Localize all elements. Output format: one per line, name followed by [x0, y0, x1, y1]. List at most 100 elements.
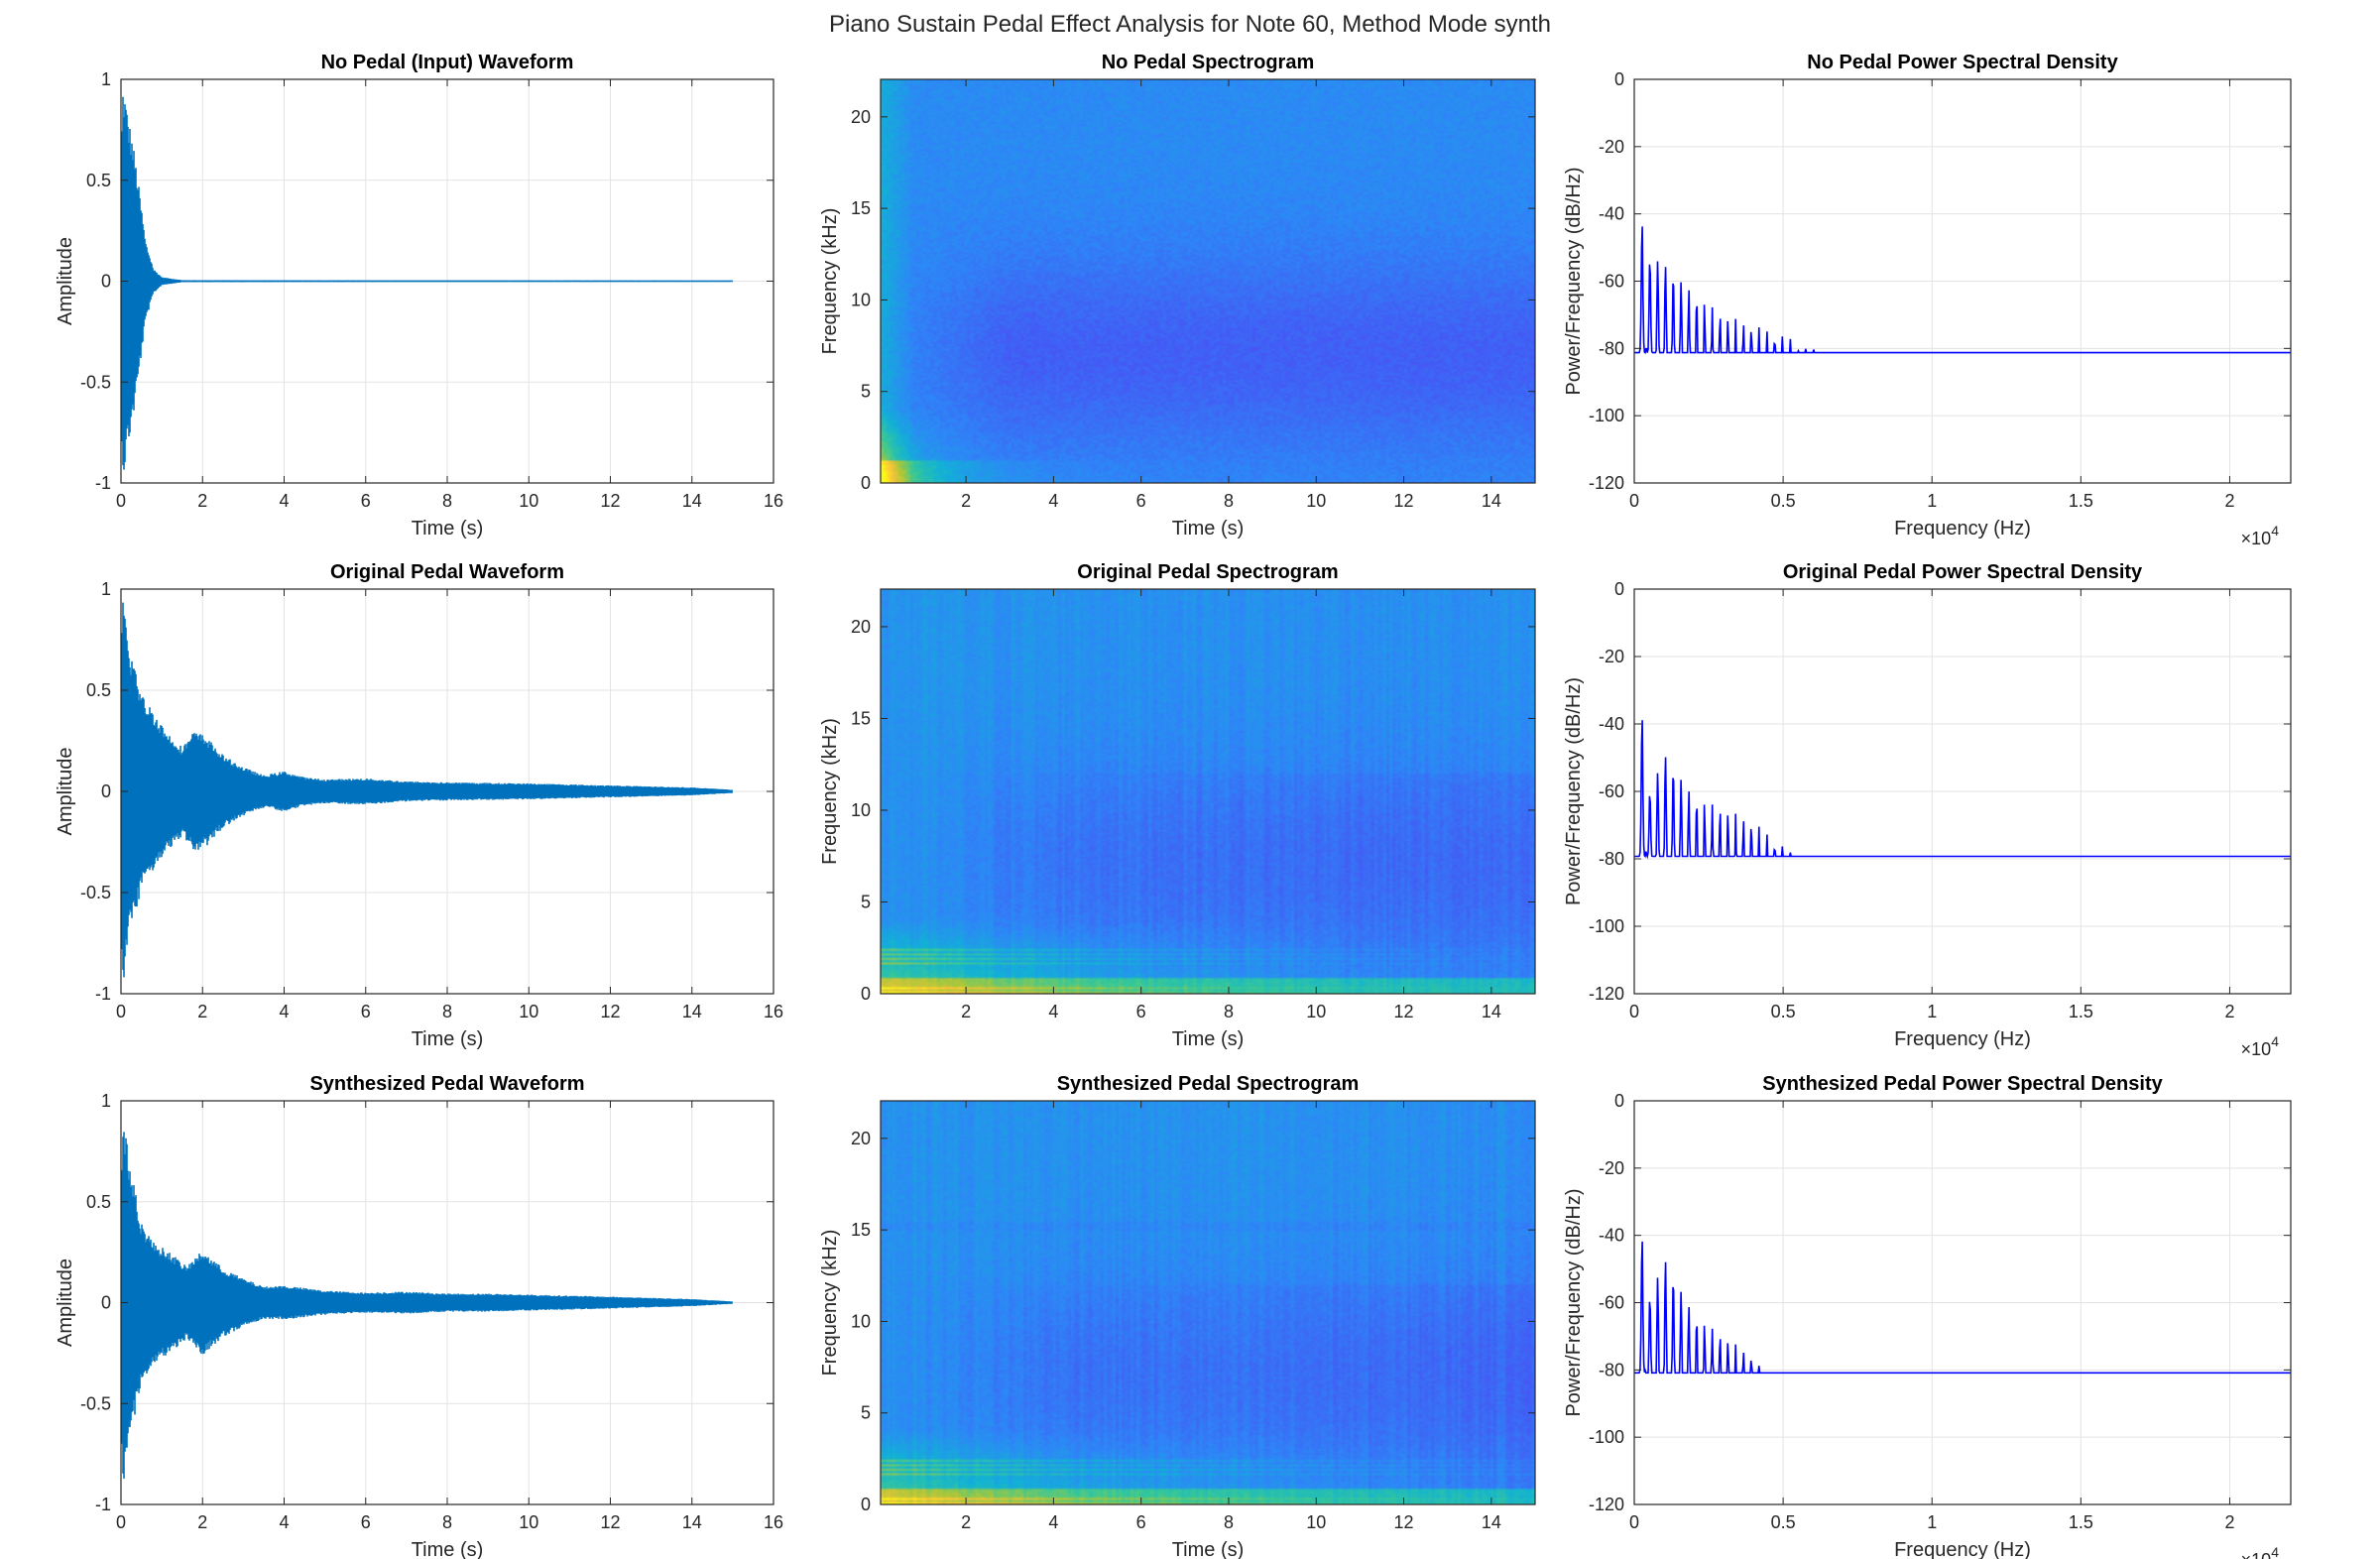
y-tick-label: -0.5 [80, 883, 111, 902]
x-tick-label: 4 [1048, 491, 1058, 511]
x-tick-label: 4 [279, 491, 289, 511]
y-tick-label: -120 [1589, 1495, 1624, 1514]
panel-title: Original Pedal Power Spectral Density [1783, 561, 2143, 583]
y-tick-label: 5 [861, 382, 871, 402]
x-tick-label: 12 [1394, 491, 1414, 511]
y-tick-label: -0.5 [80, 1393, 111, 1413]
y-tick-label: 20 [851, 1129, 871, 1148]
y-tick-label: 0.5 [86, 1192, 111, 1212]
y-tick-label: -1 [95, 473, 111, 493]
y-tick-label: 20 [851, 617, 871, 637]
x-tick-label: 2 [961, 1512, 971, 1532]
panel-title: Synthesized Pedal Power Spectral Density [1762, 1073, 2163, 1095]
x-axis-label: Frequency (Hz) [1894, 1539, 2031, 1559]
x-tick-label: 0.5 [1771, 491, 1796, 511]
x-tick-label: 14 [1482, 1002, 1501, 1021]
x-tick-label: 4 [279, 1512, 289, 1532]
y-tick-label: -100 [1589, 406, 1624, 425]
x-tick-label: 0 [116, 1002, 126, 1021]
y-tick-label: 0.5 [86, 680, 111, 700]
x-tick-label: 0 [116, 1512, 126, 1532]
x-axis-label: Frequency (Hz) [1894, 1028, 2031, 1050]
psd-line [1634, 1241, 2291, 1375]
spectrogram-image [881, 79, 1535, 483]
x-tick-label: 1 [1927, 1002, 1937, 1021]
x-tick-label: 1.5 [2069, 1512, 2093, 1532]
x-tick-label: 16 [764, 1512, 783, 1532]
x-tick-label: 1 [1927, 1512, 1937, 1532]
x-exponent: ×104 [2241, 1544, 2280, 1559]
y-axis-label: Frequency (kHz) [819, 208, 841, 355]
y-tick-label: 0 [101, 272, 111, 292]
panel-psd-nopedal: ×104 0 0.5 1 1.5 2 -120 -100 -80 -60 -40 -20 0 No Ped… [1563, 52, 2292, 548]
y-tick-label: 0 [861, 1495, 871, 1514]
y-axis-label: Power/Frequency (dB/Hz) [1563, 677, 1585, 905]
figure-title: Piano Sustain Pedal Effect Analysis for … [829, 11, 1551, 38]
y-tick-label: 0 [101, 781, 111, 801]
x-tick-label: 8 [1224, 491, 1234, 511]
spectrogram-image [881, 589, 1535, 994]
y-tick-label: -80 [1599, 1360, 1624, 1379]
y-tick-label: -60 [1599, 1293, 1624, 1313]
psd-line [1634, 226, 2291, 355]
y-axis-label: Power/Frequency (dB/Hz) [1563, 167, 1585, 395]
x-tick-label: 4 [1048, 1512, 1058, 1532]
panel-title: No Pedal Power Spectral Density [1807, 52, 2118, 73]
y-tick-label: 5 [861, 892, 871, 911]
x-tick-label: 8 [442, 1002, 452, 1021]
y-tick-label: -20 [1599, 647, 1624, 666]
x-tick-label: 14 [1482, 1512, 1501, 1532]
x-tick-label: 16 [764, 1002, 783, 1021]
axes-box [880, 1100, 1536, 1505]
axes-box [880, 78, 1536, 484]
y-axis-label: Frequency (kHz) [819, 1230, 841, 1377]
y-tick-label: -100 [1589, 916, 1624, 936]
psd-line [1634, 720, 2291, 860]
y-tick-label: 10 [851, 290, 871, 309]
y-tick-label: 0 [1614, 1091, 1624, 1111]
x-tick-label: 2 [2224, 1002, 2234, 1021]
x-tick-label: 8 [442, 491, 452, 511]
panel-title: Synthesized Pedal Waveform [309, 1073, 584, 1095]
panel-wave-nopedal: 0 2 4 6 8 10 12 14 16 -1 -0.5 0 0.5 1 No Pedal (Input)… [55, 52, 783, 540]
x-axis-label: Time (s) [1172, 1539, 1245, 1559]
y-tick-label: -60 [1599, 781, 1624, 801]
x-tick-label: 0.5 [1771, 1002, 1796, 1021]
panel-title: Synthesized Pedal Spectrogram [1057, 1073, 1360, 1095]
x-tick-label: 12 [600, 491, 620, 511]
y-tick-label: 1 [101, 579, 111, 599]
panel-psd-synth: ×104 0 0.5 1 1.5 2 -120 -100 -80 -60 -40 -20 0 Synthe… [1563, 1073, 2292, 1559]
x-tick-label: 6 [1136, 491, 1146, 511]
x-tick-label: 6 [361, 1002, 371, 1021]
panel-title: Original Pedal Spectrogram [1077, 561, 1338, 583]
y-tick-label: 0 [1614, 69, 1624, 89]
y-axis-label: Frequency (kHz) [819, 718, 841, 865]
panel-psd-original: ×104 0 0.5 1 1.5 2 -120 -100 -80 -60 -40 -20 0 Origin… [1563, 561, 2292, 1059]
x-tick-label: 1 [1927, 491, 1937, 511]
y-tick-label: 1 [101, 1091, 111, 1111]
x-axis-label: Frequency (Hz) [1894, 518, 2031, 540]
y-tick-label: -80 [1599, 338, 1624, 358]
x-tick-label: 16 [764, 491, 783, 511]
x-tick-label: 6 [361, 491, 371, 511]
x-tick-label: 0 [1629, 491, 1639, 511]
y-tick-label: 0 [861, 984, 871, 1004]
y-axis-label: Amplitude [55, 237, 76, 325]
x-axis-label: Time (s) [412, 1028, 484, 1050]
y-tick-label: -1 [95, 984, 111, 1004]
x-tick-label: 1.5 [2069, 1002, 2093, 1021]
y-axis-label: Amplitude [55, 748, 76, 836]
x-tick-label: 14 [682, 1002, 702, 1021]
x-tick-label: 10 [1306, 1002, 1326, 1021]
panel-spec-original: 2 4 6 8 10 12 14 0 5 10 15 20 Original Pedal Spectro… [819, 561, 1536, 1050]
y-tick-label: -20 [1599, 1158, 1624, 1178]
y-tick-label: -40 [1599, 1226, 1624, 1246]
x-tick-label: 12 [1394, 1512, 1414, 1532]
y-tick-label: -120 [1589, 473, 1624, 493]
x-tick-label: 14 [1482, 491, 1501, 511]
x-tick-label: 10 [519, 491, 538, 511]
y-tick-label: 5 [861, 1403, 871, 1423]
panel-wave-synth: 0 2 4 6 8 10 12 14 16 -1 -0.5 0 0.5 1 Synthesized Peda… [55, 1073, 783, 1559]
x-tick-label: 10 [519, 1002, 538, 1021]
